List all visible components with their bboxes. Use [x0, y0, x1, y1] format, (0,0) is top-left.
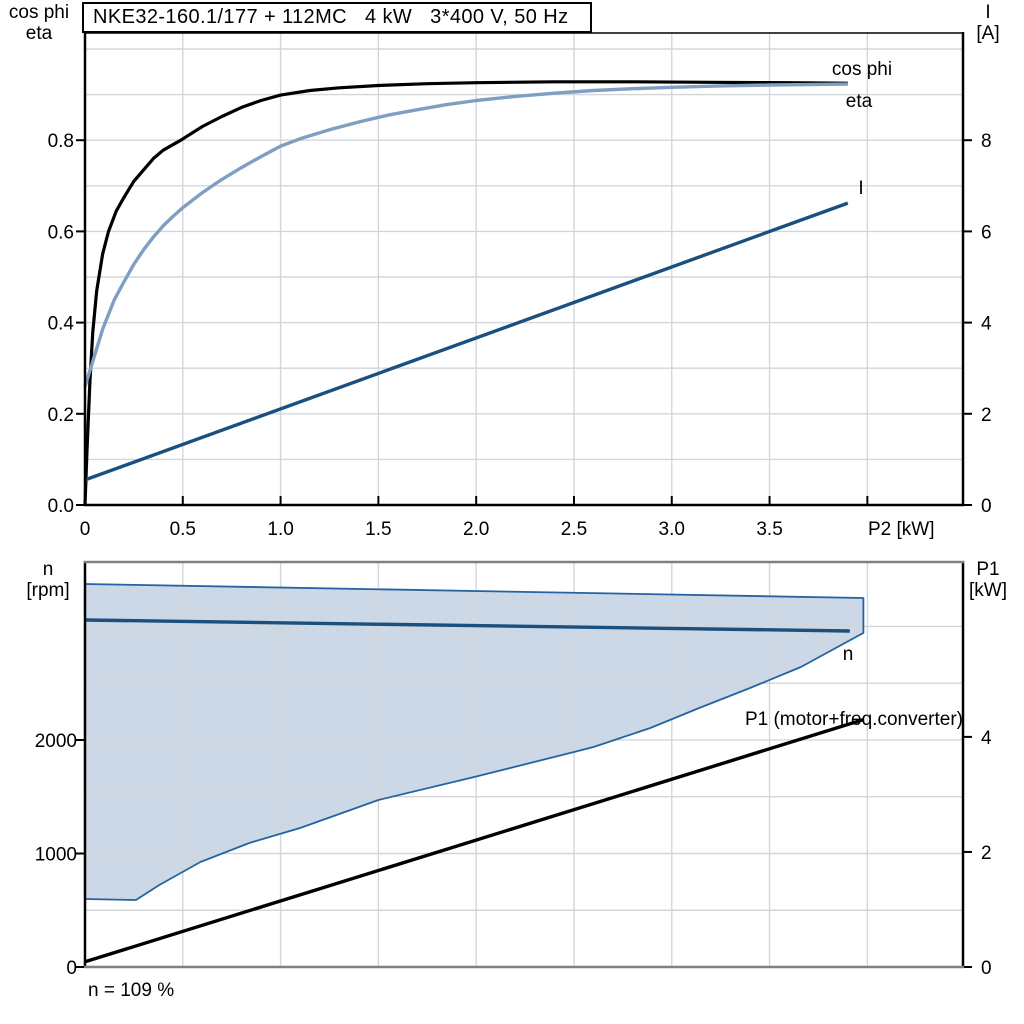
p1-unit-label: [kW] — [969, 580, 1007, 601]
top-right-axis-title: I [A] — [966, 2, 1010, 44]
y-left-tick-label: 0.6 — [48, 222, 74, 243]
p1-motor-freq-converter-annotation: P1 (motor+freq.converter) — [745, 709, 963, 730]
axis-frame — [83, 560, 965, 969]
top-left-axis-title: cos phi eta — [4, 2, 74, 44]
speed-unit-label: [rpm] — [26, 580, 70, 601]
i-curve — [84, 201, 849, 482]
x-tick-label: 1.0 — [267, 519, 293, 540]
cos-phi-axis-label: cos phi — [8, 2, 70, 23]
y-right-tick-label: 2 — [981, 843, 992, 864]
chart-title-box: NKE32-160.1/177 + 112MC 4 kW 3*400 V, 50… — [82, 2, 592, 33]
eta-annotation: eta — [846, 91, 873, 112]
p1-motor-freq-converter-curve — [84, 717, 864, 964]
cos-phi-annotation: cos phi — [832, 59, 892, 80]
gridlines — [85, 33, 963, 505]
bottom-left-axis-title: n [rpm] — [16, 559, 80, 601]
speed-percentage-note: n = 109 % — [88, 980, 175, 1001]
y-left-tick-label: 0.2 — [48, 405, 74, 426]
eta-curve — [83, 80, 848, 506]
x-tick-label: 0 — [80, 519, 91, 540]
n-curve — [84, 618, 850, 633]
y-left-tick-label: 0 — [66, 958, 77, 979]
y-right-tick-label: 0 — [981, 496, 992, 517]
x-tick-label: 3.5 — [756, 519, 782, 540]
title-power: 4 kW — [365, 6, 413, 28]
eta-axis-label: eta — [25, 23, 53, 44]
y-right-tick-label: 6 — [981, 222, 992, 243]
x-tick-label: 2.5 — [561, 519, 587, 540]
speed-axis-label: n — [42, 559, 54, 580]
title-supply: 3*400 V, 50 Hz — [430, 6, 569, 28]
current-unit-label: [A] — [976, 23, 1000, 44]
y-left-tick-label: 0.4 — [48, 314, 75, 335]
y-left-tick-label: 0.8 — [48, 131, 74, 152]
y-left-tick-label: 0.0 — [48, 496, 74, 517]
y-left-tick-label: 1000 — [35, 844, 77, 865]
y-right-tick-label: 8 — [981, 131, 992, 152]
x-tick-label: 1.5 — [365, 519, 391, 540]
ticks-and-labels: 0 0.5 1.0 1.5 2.0 2.5 3.0 3.5 P2 [kW] 0.0 0.2 0.4 0.… — [48, 131, 992, 540]
speed-operating-range-outline — [84, 583, 865, 901]
x-tick-label: 0.5 — [170, 519, 196, 540]
cos-phi-curve — [83, 82, 848, 387]
i-annotation: I — [858, 178, 863, 199]
speed-operating-range-fill — [85, 584, 864, 900]
bottom-right-axis-title: P1 [kW] — [964, 559, 1012, 601]
y-right-tick-label: 4 — [981, 728, 992, 749]
y-right-tick-label: 4 — [981, 314, 992, 335]
title-model: NKE32-160.1/177 + 112MC — [93, 6, 347, 28]
n-annotation: n — [843, 644, 854, 665]
x-axis-title: P2 [kW] — [868, 519, 935, 540]
y-right-tick-label: 2 — [981, 405, 992, 426]
x-tick-label: 2.0 — [463, 519, 489, 540]
current-axis-label: I — [985, 2, 991, 23]
x-tick-label: 3.0 — [659, 519, 685, 540]
axis-frame — [83, 32, 965, 507]
y-left-tick-label: 2000 — [35, 731, 77, 752]
p1-axis-label: P1 — [976, 559, 1000, 580]
ticks-and-labels: 0 1000 2000 0 2 4 — [35, 728, 992, 979]
efficiency-chart: 0 0.5 1.0 1.5 2.0 2.5 3.0 3.5 P2 [kW] 0.0 0.2 0.4 0.… — [48, 32, 992, 540]
y-right-tick-label: 0 — [981, 958, 992, 979]
speed-power-chart: 0 1000 2000 0 2 4 n P1 (motor+freq.converter) — [35, 560, 992, 979]
